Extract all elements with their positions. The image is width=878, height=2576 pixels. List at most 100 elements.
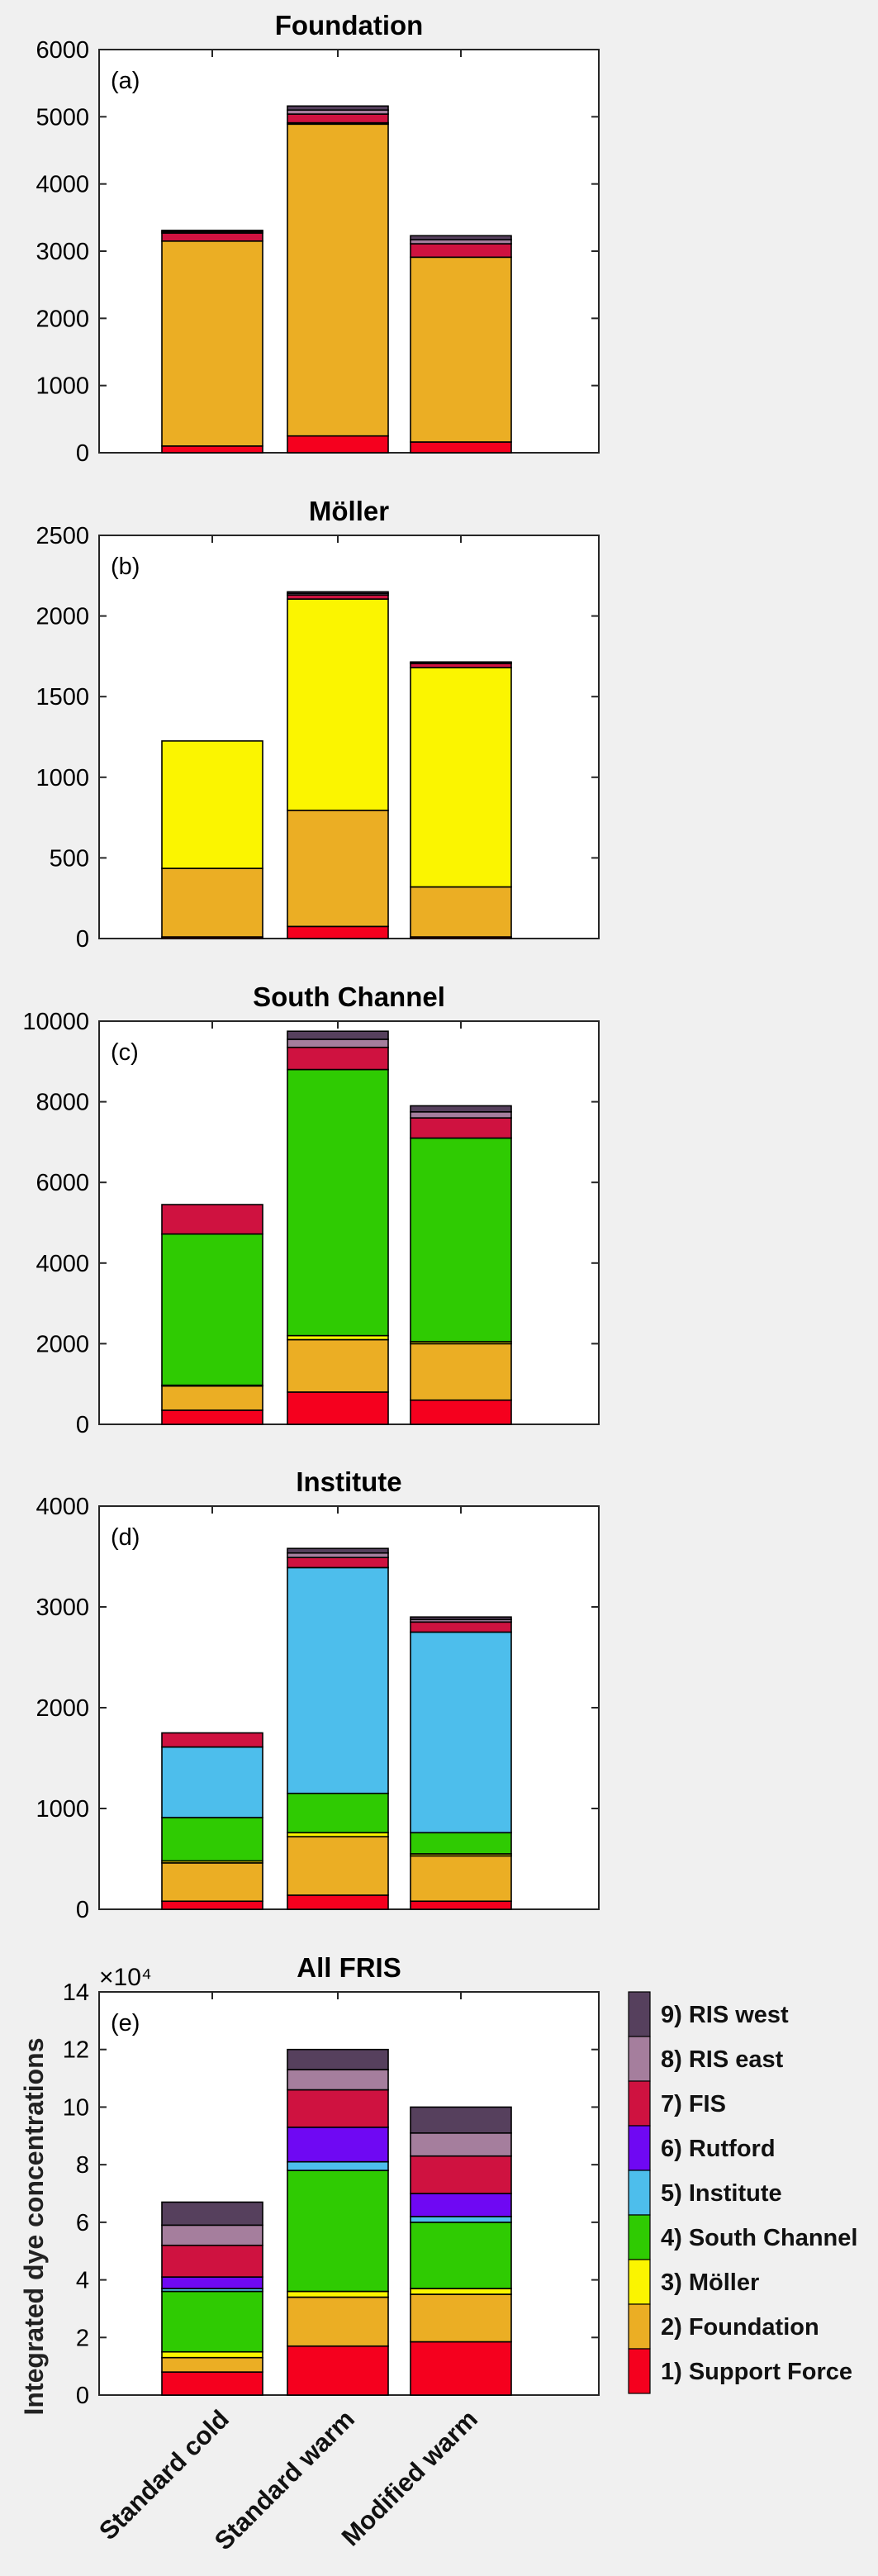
legend-label: 4) South Channel [661,2225,857,2251]
bar-segment-9-ris-west [287,1547,389,1554]
panel-title: All FRIS [297,1952,401,1983]
bar-segment-2-foundation [287,1836,389,1896]
bar-segment-6-rutford [410,2193,512,2217]
bar-segment-8-ris-east [287,1552,389,1559]
bar-segment-7-fis [410,1621,512,1633]
y-tick-label: 14 [63,1980,89,2006]
bar-segment-5-institute [410,1631,512,1834]
bar-segment-5-institute [287,1566,389,1794]
panel-title: Foundation [275,10,424,40]
bar-segment-7-fis [161,1732,263,1748]
legend-label: 7) FIS [661,2091,726,2117]
y-tick-label: 0 [76,440,89,467]
bar-segment-2-foundation [410,256,512,443]
bar-segment-4-south-channel [287,1068,389,1337]
y-tick-label: 1000 [36,1796,89,1823]
y-tick-label: 8000 [36,1090,89,1116]
bar-segment-1-support-force [287,2345,389,2396]
bar-segment-5-institute [287,2160,389,2171]
bar-segment-9-ris-west [410,2106,512,2134]
bar-segment-8-ris-east [161,2224,263,2246]
bar-segment-3-moller [410,667,512,888]
panel-south-channel: South Channel (c) 0 2000 4000 6000 8000 10000 [22,981,600,1438]
panel-foundation: Foundation (a) 0 1000 2000 3000 4000 5000 6000 [36,10,600,467]
y-tick-label: 4000 [36,1251,89,1277]
y-tick-label: 12 [63,2037,89,2064]
y-tick-label: 2 [76,2325,89,2351]
y-tick-label: 10000 [22,1009,89,1035]
legend-swatch-5-institute [628,2170,651,2216]
bar-segment-7-fis [287,1046,389,1071]
y-tick-label: 4000 [36,1494,89,1520]
bar-segment-9-ris-west [410,235,512,240]
bar-segment-9-ris-west [287,1030,389,1040]
bar-segment-7-fis [161,1204,263,1235]
bar-segment-9-ris-west [161,229,263,233]
legend-label: 3) Möller [661,2269,759,2296]
bar-segment-1-support-force [161,1409,263,1425]
bar-segment-9-ris-west [410,1616,512,1621]
bar-segment-1-support-force [287,1894,389,1910]
bar-segment-2-foundation [161,1862,263,1903]
bar-segment-4-south-channel [410,1137,512,1343]
bar-segment-1-support-force [161,1900,263,1910]
bar-segment-7-fis [287,2089,389,2128]
y-tick-label: 6000 [36,37,89,64]
bar-segment-1-support-force [410,1399,512,1425]
legend-swatch-4-south-channel [628,2214,651,2260]
y-tick-label: 0 [76,2383,89,2409]
panel-title: Institute [296,1466,401,1497]
bar-segment-8-ris-east [410,2132,512,2157]
bar-segment-5-institute [161,1746,263,1818]
bar-segment-3-moller [287,598,389,811]
bar-segment-3-moller [161,2350,263,2359]
bar-segment-2-foundation [161,240,263,447]
bar-segment-3-moller [161,740,263,869]
bar-segment-1-support-force [410,2341,512,2396]
legend-swatch-6-rutford [628,2125,651,2171]
bar-segment-7-fis [287,1557,389,1569]
y-tick-label: 2000 [36,1695,89,1722]
bar-segment-5-institute [410,2216,512,2223]
y-tick-label: 1000 [36,765,89,791]
bar-segment-6-rutford [161,2276,263,2289]
y-tick-label: 3000 [36,1595,89,1621]
bar-segment-2-foundation [287,123,389,437]
y-tick-label: 6 [76,2210,89,2236]
y-tick-label: 6000 [36,1170,89,1196]
panel-title: South Channel [253,981,445,1012]
y-tick-label: 8 [76,2152,89,2179]
bar-segment-2-foundation [287,2296,389,2347]
bar-segment-1-support-force [287,925,389,939]
bar-segment-1-support-force [287,435,389,454]
panel-label: (c) [111,1039,139,1066]
bar-segment-4-south-channel [287,1792,389,1834]
bar-segment-4-south-channel [410,2222,512,2289]
y-tick-label: 2500 [36,523,89,549]
bar-segment-4-south-channel [161,1233,263,1386]
bar-segment-9-ris-west [287,591,389,595]
bar-segment-8-ris-east [410,1111,512,1119]
y-tick-label: 1500 [36,684,89,711]
bar-segment-1-support-force [410,441,512,454]
legend-label: 9) RIS west [661,2002,789,2028]
y-tick-label: 2000 [36,604,89,630]
legend-swatch-8-ris-east [628,2036,651,2082]
y-tick-label: 4 [76,2268,89,2294]
panel-label: (e) [111,2010,140,2037]
legend-label: 5) Institute [661,2180,782,2207]
legend-swatch-3-moller [628,2259,651,2305]
bar-segment-9-ris-west [161,2201,263,2227]
panels: Foundation(a)0100020003000400050006000Mö… [22,10,600,2409]
bar-segment-7-fis [410,2155,512,2194]
panel-title: Möller [309,496,389,526]
bar-segment-2-foundation [410,2293,512,2343]
bar-segment-6-rutford [287,2127,389,2163]
bar-segment-9-ris-west [410,661,512,664]
y-tick-label: 2000 [36,1331,89,1357]
legend-swatch-1-support-force [628,2348,651,2394]
y-tick-label: 0 [76,1897,89,1923]
bar-segment-2-foundation [161,2356,263,2373]
